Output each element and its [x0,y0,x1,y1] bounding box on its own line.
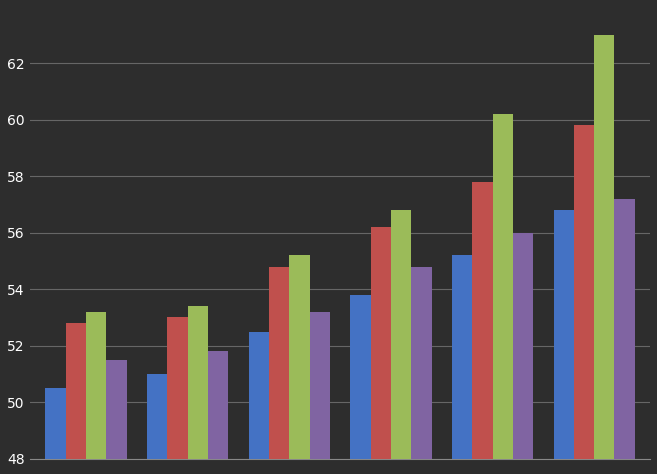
Bar [594,35,614,458]
Bar [106,360,127,458]
Bar [350,295,371,458]
Bar [472,182,493,458]
Bar [553,210,574,458]
Bar [574,126,594,458]
Bar [371,227,391,458]
Bar [86,312,106,458]
Bar [411,266,432,458]
Bar [452,255,472,458]
Bar [493,114,513,458]
Bar [269,266,289,458]
Bar [66,323,86,458]
Bar [289,255,309,458]
Bar [309,312,330,458]
Bar [391,210,411,458]
Bar [147,374,168,458]
Bar [248,331,269,458]
Bar [45,388,66,458]
Bar [188,306,208,458]
Bar [168,318,188,458]
Bar [614,199,635,458]
Bar [513,233,533,458]
Bar [208,351,228,458]
